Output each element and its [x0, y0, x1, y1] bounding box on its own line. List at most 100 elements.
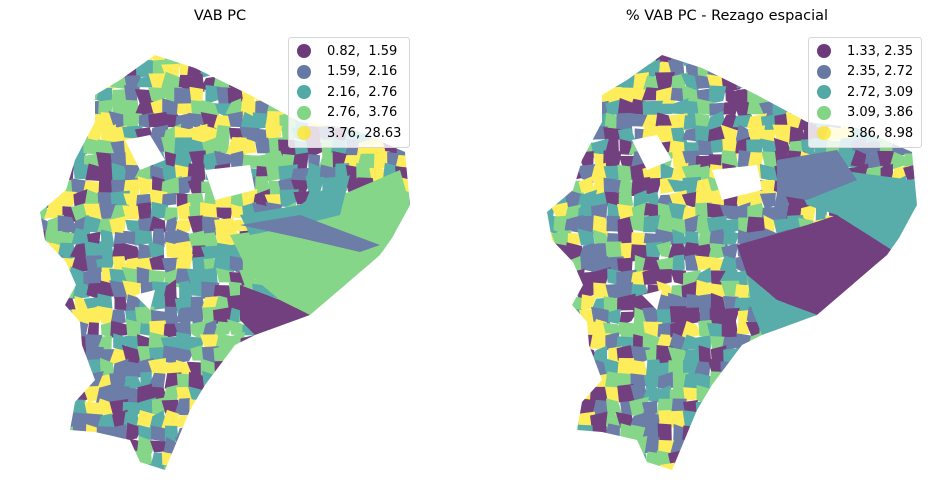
- region: [707, 438, 728, 455]
- region: [48, 75, 64, 91]
- region: [903, 256, 917, 273]
- region: [827, 358, 844, 378]
- region: [670, 466, 690, 470]
- region: [266, 411, 284, 427]
- region: [360, 294, 376, 313]
- region: [695, 55, 715, 67]
- region: [921, 347, 934, 364]
- region: [252, 371, 274, 390]
- region: [811, 426, 832, 441]
- region: [40, 346, 52, 364]
- region: [408, 188, 410, 210]
- region: [915, 323, 917, 337]
- region: [40, 77, 50, 94]
- region: [615, 452, 636, 467]
- region: [305, 449, 321, 470]
- region: [396, 241, 410, 260]
- region: [630, 463, 648, 470]
- region: [733, 349, 753, 364]
- region: [565, 359, 582, 379]
- region: [44, 98, 65, 116]
- region: [683, 373, 700, 391]
- region: [268, 357, 281, 378]
- region: [331, 437, 348, 457]
- legend-label: 3.76, 28.63: [327, 125, 402, 141]
- region: [110, 309, 126, 327]
- region: [346, 295, 362, 314]
- region: [121, 452, 141, 469]
- region: [564, 333, 583, 351]
- region: [44, 386, 65, 403]
- region: [213, 321, 232, 338]
- region: [409, 359, 410, 378]
- region: [904, 333, 917, 351]
- region: [60, 73, 79, 92]
- region: [552, 454, 572, 466]
- region: [825, 372, 845, 391]
- region: [694, 113, 710, 129]
- region: [187, 215, 206, 233]
- region: [370, 257, 388, 273]
- region: [412, 438, 426, 453]
- region: [876, 467, 896, 470]
- region: [226, 428, 243, 444]
- region: [331, 462, 349, 470]
- region: [56, 323, 78, 340]
- region: [547, 349, 559, 365]
- region: [774, 73, 793, 92]
- legend-right: 1.33, 2.35 2.35, 2.72 2.72, 3.09 3.09, 3…: [808, 37, 923, 148]
- region: [589, 462, 610, 470]
- region: [40, 268, 50, 285]
- region: [722, 464, 741, 470]
- region: [891, 436, 909, 457]
- region: [291, 414, 311, 428]
- region: [619, 138, 632, 155]
- region: [876, 383, 896, 403]
- region: [864, 346, 882, 364]
- region: [708, 410, 727, 430]
- legend-item: 2.35, 2.72: [817, 62, 913, 83]
- region: [864, 282, 880, 301]
- legend-label: 1.33, 2.35: [847, 43, 914, 59]
- region: [319, 412, 338, 431]
- region: [852, 400, 870, 414]
- region: [905, 437, 917, 456]
- region: [345, 372, 364, 391]
- region: [383, 294, 402, 314]
- region: [396, 322, 410, 339]
- region: [553, 254, 572, 274]
- region: [901, 243, 917, 261]
- region: [408, 319, 410, 340]
- region: [697, 139, 714, 156]
- region: [837, 334, 855, 352]
- legend-item: 1.33, 2.35: [817, 41, 913, 62]
- region: [98, 437, 117, 454]
- region: [811, 386, 832, 401]
- region: [382, 422, 403, 444]
- region: [605, 398, 622, 415]
- region: [321, 464, 336, 470]
- region: [40, 150, 51, 167]
- region: [617, 438, 637, 453]
- region: [851, 436, 870, 458]
- region: [161, 451, 179, 466]
- region: [407, 176, 410, 197]
- region: [785, 452, 807, 470]
- region: [825, 409, 842, 431]
- region: [901, 266, 917, 284]
- region: [547, 55, 559, 67]
- region: [226, 462, 248, 470]
- region: [371, 374, 390, 390]
- region: [398, 227, 410, 248]
- region: [47, 114, 65, 133]
- legend-item: 1.59, 2.16: [297, 62, 401, 83]
- region: [358, 465, 377, 470]
- region: [696, 98, 715, 115]
- region: [777, 55, 792, 66]
- region: [775, 449, 792, 467]
- region: [304, 423, 323, 440]
- region: [892, 335, 907, 349]
- region: [283, 462, 299, 470]
- region: [331, 308, 347, 326]
- region: [384, 280, 401, 301]
